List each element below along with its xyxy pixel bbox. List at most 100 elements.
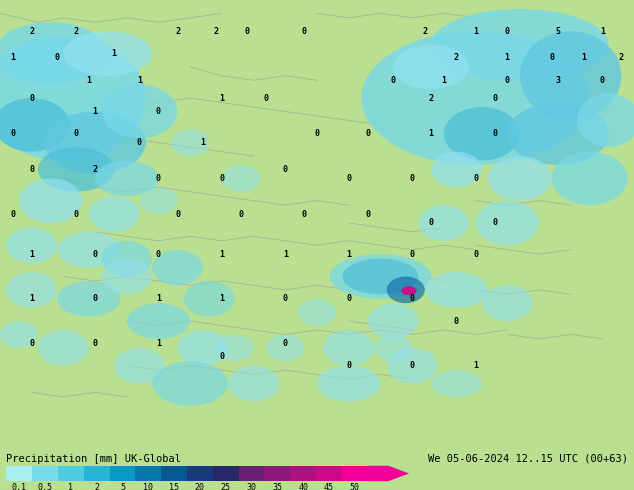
Ellipse shape — [38, 147, 114, 192]
Text: 1: 1 — [505, 53, 510, 62]
Text: 1: 1 — [473, 361, 478, 370]
Text: 0: 0 — [410, 250, 415, 259]
Text: 0: 0 — [492, 219, 497, 227]
Ellipse shape — [127, 303, 190, 339]
Text: 1: 1 — [68, 483, 74, 490]
Text: 0: 0 — [29, 94, 34, 102]
Text: 0: 0 — [137, 138, 142, 147]
Ellipse shape — [482, 285, 533, 321]
Ellipse shape — [393, 45, 469, 89]
Ellipse shape — [431, 9, 609, 80]
Text: 45: 45 — [324, 483, 334, 490]
Text: 1: 1 — [10, 53, 15, 62]
Text: 0: 0 — [93, 339, 98, 348]
Ellipse shape — [476, 201, 539, 245]
Text: 0: 0 — [346, 361, 351, 370]
Ellipse shape — [139, 187, 178, 214]
Bar — [316, 466, 342, 481]
Ellipse shape — [6, 272, 57, 308]
Ellipse shape — [19, 178, 82, 223]
Bar — [6, 466, 32, 481]
Text: 2: 2 — [29, 27, 34, 36]
Ellipse shape — [152, 361, 228, 406]
FancyArrow shape — [368, 466, 409, 481]
Text: 2: 2 — [93, 165, 98, 174]
Ellipse shape — [488, 156, 552, 201]
Text: 1: 1 — [600, 27, 605, 36]
Text: 0: 0 — [156, 174, 161, 183]
Text: 35: 35 — [273, 483, 282, 490]
Ellipse shape — [266, 334, 304, 361]
Ellipse shape — [101, 85, 178, 138]
Text: 0: 0 — [410, 174, 415, 183]
Bar — [110, 466, 136, 481]
Ellipse shape — [418, 205, 469, 241]
Text: 5: 5 — [555, 27, 560, 36]
Ellipse shape — [387, 276, 425, 303]
Text: 1: 1 — [93, 107, 98, 116]
Text: 0: 0 — [302, 27, 307, 36]
Text: 25: 25 — [221, 483, 231, 490]
Text: 1: 1 — [156, 294, 161, 303]
Text: 2: 2 — [74, 27, 79, 36]
Text: 0: 0 — [74, 210, 79, 219]
Text: 1: 1 — [581, 53, 586, 62]
Ellipse shape — [222, 165, 260, 192]
Ellipse shape — [0, 22, 108, 85]
Ellipse shape — [431, 151, 482, 187]
Text: 0: 0 — [410, 294, 415, 303]
Text: 1: 1 — [29, 294, 34, 303]
Ellipse shape — [507, 102, 609, 165]
Ellipse shape — [171, 129, 209, 156]
Text: 0: 0 — [302, 210, 307, 219]
Bar — [32, 466, 58, 481]
Text: 2: 2 — [454, 53, 459, 62]
Text: 1: 1 — [137, 76, 142, 85]
Text: 0: 0 — [245, 27, 250, 36]
Text: 1: 1 — [86, 76, 91, 85]
Ellipse shape — [425, 272, 488, 308]
Ellipse shape — [374, 334, 412, 361]
Ellipse shape — [6, 227, 57, 263]
Text: 1: 1 — [441, 76, 446, 85]
Ellipse shape — [520, 31, 621, 121]
Ellipse shape — [114, 348, 165, 384]
Text: 1: 1 — [156, 339, 161, 348]
Text: 20: 20 — [195, 483, 205, 490]
Text: 1: 1 — [429, 129, 434, 138]
Text: 0: 0 — [429, 219, 434, 227]
Ellipse shape — [101, 241, 152, 276]
Text: 0: 0 — [505, 76, 510, 85]
Text: 2: 2 — [213, 27, 218, 36]
Bar — [136, 466, 161, 481]
Text: 0: 0 — [600, 76, 605, 85]
Text: 0: 0 — [505, 27, 510, 36]
Text: 0: 0 — [29, 165, 34, 174]
Text: 0: 0 — [283, 339, 288, 348]
Ellipse shape — [401, 286, 417, 295]
Ellipse shape — [323, 330, 374, 366]
Text: 0: 0 — [391, 76, 396, 85]
Bar — [290, 466, 316, 481]
Ellipse shape — [298, 299, 336, 325]
Ellipse shape — [228, 366, 279, 401]
Text: 1: 1 — [112, 49, 117, 58]
Text: 3: 3 — [555, 76, 560, 85]
Text: 15: 15 — [169, 483, 179, 490]
Text: 2: 2 — [422, 27, 427, 36]
Text: 0: 0 — [10, 210, 15, 219]
Text: 2: 2 — [619, 53, 624, 62]
Ellipse shape — [95, 161, 158, 196]
Text: 0: 0 — [473, 250, 478, 259]
Ellipse shape — [44, 111, 146, 174]
Text: 0.1: 0.1 — [12, 483, 27, 490]
Bar — [213, 466, 238, 481]
Text: 0: 0 — [410, 361, 415, 370]
Text: 1: 1 — [219, 294, 224, 303]
Ellipse shape — [63, 31, 152, 76]
Ellipse shape — [184, 281, 235, 317]
Text: 0: 0 — [29, 339, 34, 348]
Text: 10: 10 — [143, 483, 153, 490]
Text: 1: 1 — [200, 138, 205, 147]
Ellipse shape — [216, 334, 254, 361]
